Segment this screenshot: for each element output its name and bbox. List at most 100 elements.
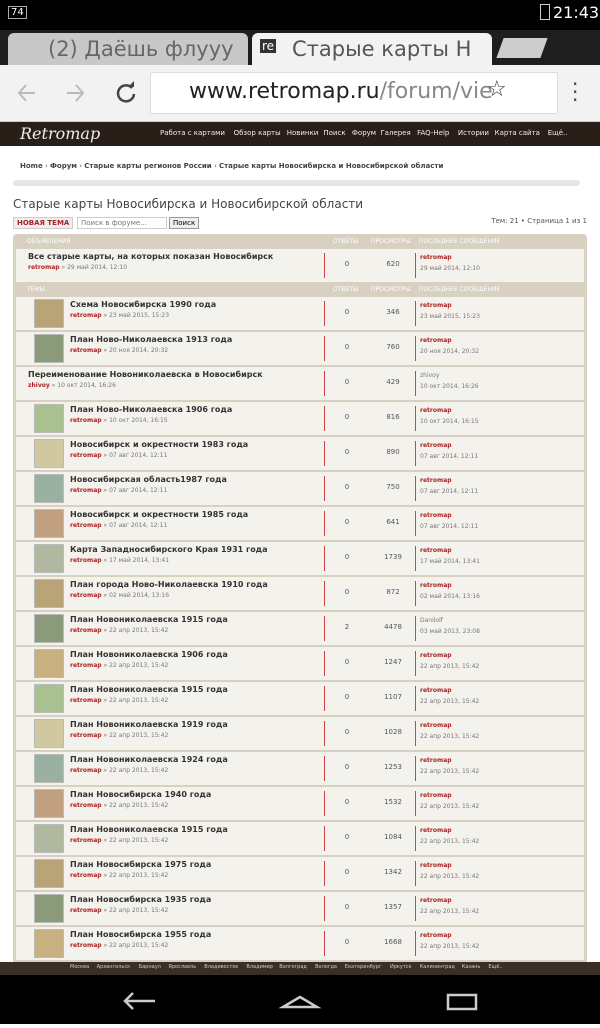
last-author[interactable]: retromap: [420, 254, 452, 261]
thumbnail[interactable]: [34, 509, 64, 538]
author[interactable]: retromap: [70, 837, 102, 844]
menu-button[interactable]: · · ·: [572, 72, 579, 112]
topic-row[interactable]: План Новосибирска 1975 года retromap » 22…: [16, 857, 584, 890]
topic-row[interactable]: План Новониколаевска 1915 года retromap »…: [16, 822, 584, 855]
topic-row[interactable]: Новосибирская область1987 года retromap »…: [16, 472, 584, 505]
nav-buttons[interactable]: [15, 81, 105, 105]
topic-row[interactable]: Переименование Новониколаевска в Новосиб…: [16, 367, 584, 400]
thumbnail[interactable]: [34, 789, 64, 818]
topic-title[interactable]: План Новониколаевска 1919 года: [70, 720, 228, 729]
topic-title[interactable]: План Новониколаевска 1924 года: [70, 755, 228, 764]
author[interactable]: retromap: [28, 264, 60, 271]
topic-title[interactable]: План Новониколаевска 1915 года: [70, 615, 228, 624]
last-author[interactable]: retromap: [420, 547, 452, 554]
city-link[interactable]: Владивосток: [204, 964, 239, 970]
topic-row[interactable]: Все старые карты, на которых показан Нов…: [16, 249, 584, 282]
topic-row[interactable]: План Новосибирска 1940 года retromap » 22…: [16, 787, 584, 820]
last-author[interactable]: retromap: [420, 512, 452, 519]
last-author[interactable]: retromap: [420, 897, 452, 904]
author[interactable]: retromap: [70, 732, 102, 739]
city-link[interactable]: Ещё..: [488, 964, 503, 970]
topic-title[interactable]: План Новониколаевска 1915 года: [70, 825, 228, 834]
thumbnail[interactable]: [34, 649, 64, 678]
topic-title[interactable]: Новосибирск и окрестности 1985 года: [70, 510, 249, 519]
topic-row[interactable]: План Ново-Николаевска 1906 года retromap …: [16, 402, 584, 435]
new-topic-button[interactable]: НОВАЯ ТЕМА: [13, 217, 74, 229]
topic-row[interactable]: Новосибирск и окрестности 1985 года retro…: [16, 507, 584, 540]
topic-row[interactable]: План Новониколаевска 1924 года retromap »…: [16, 752, 584, 785]
author[interactable]: retromap: [70, 487, 102, 494]
last-author[interactable]: retromap: [420, 442, 452, 449]
city-link[interactable]: Иркутск: [390, 964, 412, 970]
author[interactable]: retromap: [70, 452, 102, 459]
last-author[interactable]: Danilolf: [420, 617, 443, 624]
city-link[interactable]: Екатеринбург: [344, 964, 382, 970]
search-button[interactable]: Поиск: [169, 217, 200, 229]
topic-title[interactable]: Новосибирская область1987 года: [70, 475, 227, 484]
menu-item[interactable]: Карта сайта: [494, 129, 540, 137]
city-link[interactable]: Ярославль: [168, 964, 197, 970]
last-author[interactable]: retromap: [420, 932, 452, 939]
topic-row[interactable]: План Новониколаевска 1915 года retromap »…: [16, 682, 584, 715]
last-author[interactable]: retromap: [420, 687, 452, 694]
thumbnail[interactable]: [34, 894, 64, 923]
thumbnail[interactable]: [34, 579, 64, 608]
city-link[interactable]: Москва: [70, 964, 90, 970]
thumbnail[interactable]: [34, 334, 64, 363]
author[interactable]: retromap: [70, 557, 102, 564]
menu-item[interactable]: Поиск: [323, 129, 346, 137]
thumbnail[interactable]: [34, 474, 64, 503]
author[interactable]: retromap: [70, 942, 102, 949]
topic-title[interactable]: План Ново-Николаевска 1906 года: [70, 405, 233, 414]
author[interactable]: retromap: [70, 627, 102, 634]
topic-title[interactable]: План Новосибирска 1940 года: [70, 790, 212, 799]
reload[interactable]: [114, 81, 138, 105]
thumbnail[interactable]: [34, 754, 64, 783]
last-author[interactable]: retromap: [420, 862, 452, 869]
tab[interactable]: re Старые карты Н: [252, 33, 492, 65]
logo[interactable]: Retromap: [20, 124, 101, 143]
last-author[interactable]: retromap: [420, 652, 452, 659]
author[interactable]: retromap: [70, 662, 102, 669]
bookmark-star[interactable]: ☆: [487, 77, 507, 102]
topic-row[interactable]: Схема Новосибирска 1990 года retromap » 2…: [16, 297, 584, 330]
menu-item[interactable]: Истории: [457, 129, 489, 137]
last-author[interactable]: zhivoy: [420, 372, 440, 379]
city-link[interactable]: Владимир: [246, 964, 273, 970]
last-author[interactable]: retromap: [420, 582, 452, 589]
topic-row[interactable]: Карта Западносибирского Края 1931 года re…: [16, 542, 584, 575]
author[interactable]: retromap: [70, 697, 102, 704]
menu-item[interactable]: Новинки: [286, 129, 319, 137]
city-link[interactable]: Вологда: [315, 964, 337, 970]
last-author[interactable]: retromap: [420, 302, 452, 309]
new-tab-button[interactable]: [496, 38, 548, 58]
thumbnail[interactable]: [34, 614, 64, 643]
last-author[interactable]: retromap: [420, 757, 452, 764]
thumbnail[interactable]: [34, 824, 64, 853]
topic-row[interactable]: План Новониколаевска 1906 года retromap »…: [16, 647, 584, 680]
thumbnail[interactable]: [34, 439, 64, 468]
topic-title[interactable]: План Новосибирска 1955 года: [70, 930, 212, 939]
last-author[interactable]: retromap: [420, 337, 452, 344]
thumbnail[interactable]: [34, 719, 64, 748]
tab[interactable]: (2) Даёшь флууу: [8, 33, 248, 65]
topic-row[interactable]: План Новосибирска 1935 года retromap » 22…: [16, 892, 584, 925]
thumbnail[interactable]: [34, 929, 64, 958]
menu-item[interactable]: Обзор карты: [233, 129, 281, 137]
topic-title[interactable]: План Новосибирска 1975 года: [70, 860, 212, 869]
menu-item[interactable]: Ещё..: [547, 129, 568, 137]
author[interactable]: retromap: [70, 347, 102, 354]
thumbnail[interactable]: [34, 404, 64, 433]
topic-row[interactable]: План Новосибирска 1955 года retromap » 22…: [16, 927, 584, 960]
menu-item[interactable]: FAQ-Help: [417, 129, 450, 137]
topic-title[interactable]: План Новосибирска 1935 года: [70, 895, 212, 904]
topic-row[interactable]: План Новониколаевска 1915 года retromap »…: [16, 612, 584, 645]
thumbnail[interactable]: [34, 859, 64, 888]
author[interactable]: retromap: [70, 767, 102, 774]
system-buttons[interactable]: [0, 975, 600, 1024]
last-author[interactable]: retromap: [420, 477, 452, 484]
topic-row[interactable]: План города Ново-Николаевска 1910 года re…: [16, 577, 584, 610]
topic-row[interactable]: План Ново-Николаевска 1913 года retromap …: [16, 332, 584, 365]
author[interactable]: retromap: [70, 417, 102, 424]
menu-item[interactable]: Галерея: [380, 129, 411, 137]
